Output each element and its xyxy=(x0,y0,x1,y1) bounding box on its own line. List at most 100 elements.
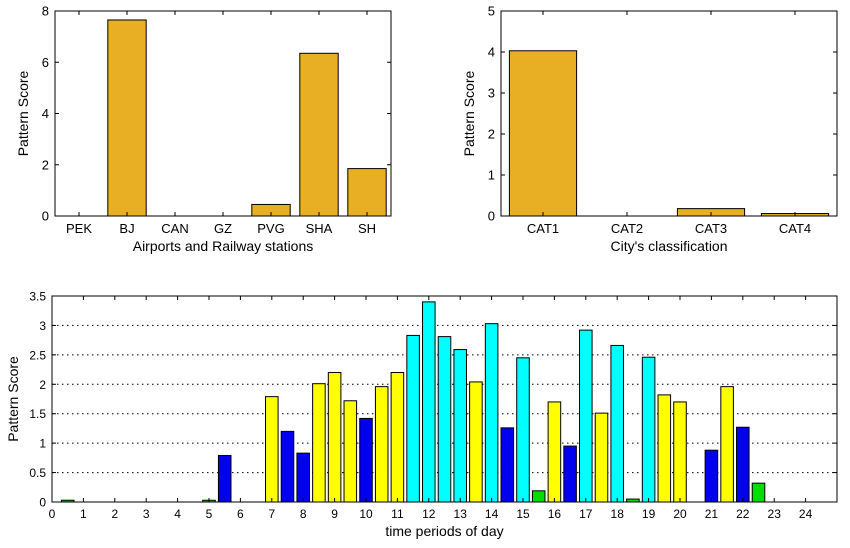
y-tick-label: 6 xyxy=(42,55,49,70)
y-tick-label: 2 xyxy=(39,378,46,392)
bar-cyan xyxy=(453,349,467,503)
y-tick-label: 1.5 xyxy=(29,407,46,421)
bar-yellow xyxy=(312,383,326,503)
bar-sha xyxy=(299,52,339,217)
y-tick-label: 4 xyxy=(42,106,49,121)
bar-yellow xyxy=(265,396,279,503)
x-tick-label: 10 xyxy=(359,507,373,521)
x-tick-label: SHA xyxy=(306,221,333,236)
x-tick-label: 13 xyxy=(454,507,468,521)
y-axis-label: Pattern Score xyxy=(5,356,21,442)
y-tick-label: 2 xyxy=(42,157,49,172)
y-tick-label: 0 xyxy=(42,209,49,224)
x-tick-label: CAT3 xyxy=(695,221,727,236)
y-tick-label: 3 xyxy=(39,319,46,333)
bar-green xyxy=(531,490,546,503)
x-tick-label: 8 xyxy=(300,507,307,521)
x-tick-label: 3 xyxy=(143,507,150,521)
y-tick-label: 3 xyxy=(488,86,495,101)
x-tick-label: GZ xyxy=(214,221,232,236)
x-tick-label: 20 xyxy=(673,507,687,521)
x-axis-label: City's classification xyxy=(610,238,727,254)
bar-blue xyxy=(736,426,750,503)
bar-green xyxy=(751,482,766,503)
bar-cyan xyxy=(422,301,436,503)
bar-cyan xyxy=(610,344,624,503)
x-tick-label: SH xyxy=(358,221,376,236)
bar-blue xyxy=(563,445,577,503)
x-tick-label: 7 xyxy=(268,507,275,521)
x-tick-label: CAT2 xyxy=(611,221,643,236)
bar-blue xyxy=(217,455,232,503)
y-tick-label: 1 xyxy=(39,437,46,451)
x-tick-label: 24 xyxy=(799,507,813,521)
x-tick-label: PVG xyxy=(257,221,284,236)
x-tick-label: 19 xyxy=(642,507,656,521)
y-tick-label: 2 xyxy=(488,127,495,142)
bar-yellow xyxy=(657,394,672,503)
y-tick-label: 0 xyxy=(39,496,46,510)
axes-frame xyxy=(500,10,838,217)
x-tick-label: 18 xyxy=(611,507,625,521)
bar-bj xyxy=(107,19,147,217)
bar-blue xyxy=(280,430,295,503)
x-tick-label: BJ xyxy=(119,221,134,236)
x-axis-label: Airports and Railway stations xyxy=(133,238,314,254)
bar-cyan xyxy=(641,356,656,503)
bar-yellow xyxy=(673,401,687,503)
axes-frame xyxy=(54,10,392,217)
bar-cyan xyxy=(406,334,420,503)
x-tick-label: 9 xyxy=(331,507,338,521)
axes-frame xyxy=(51,295,838,503)
x-tick-label: 1 xyxy=(80,507,87,521)
x-tick-label: 5 xyxy=(206,507,213,521)
bar-cyan xyxy=(437,336,452,503)
x-tick-label: PEK xyxy=(66,221,92,236)
bar-cat1 xyxy=(508,50,578,217)
bar-cyan xyxy=(579,329,593,503)
bar-yellow xyxy=(327,372,342,503)
bar-cyan xyxy=(516,357,530,503)
x-tick-label: 22 xyxy=(736,507,750,521)
y-tick-label: 8 xyxy=(42,4,49,19)
bar-yellow xyxy=(720,386,734,503)
bar-blue xyxy=(500,427,515,503)
x-tick-label: 0 xyxy=(49,507,56,521)
y-tick-label: 1 xyxy=(488,168,495,183)
x-tick-label: 21 xyxy=(705,507,719,521)
y-axis-label: Pattern Score xyxy=(15,70,31,156)
y-tick-label: 0 xyxy=(488,209,495,224)
y-tick-label: 2.5 xyxy=(29,348,46,362)
x-tick-label: 12 xyxy=(422,507,436,521)
y-tick-label: 0.5 xyxy=(29,466,46,480)
bar-cyan xyxy=(484,323,499,503)
bar-yellow xyxy=(374,386,389,503)
bar-blue xyxy=(296,452,310,503)
x-tick-label: CAT4 xyxy=(779,221,811,236)
bar-blue xyxy=(359,417,373,503)
x-tick-label: 23 xyxy=(768,507,782,521)
x-tick-label: CAT1 xyxy=(527,221,559,236)
bar-yellow xyxy=(343,400,358,503)
y-axis-label: Pattern Score xyxy=(461,70,477,156)
x-tick-label: 15 xyxy=(516,507,530,521)
x-tick-label: CAN xyxy=(161,221,188,236)
bar-yellow xyxy=(594,412,609,503)
x-tick-label: 14 xyxy=(485,507,499,521)
y-tick-label: 4 xyxy=(488,45,495,60)
x-tick-label: 16 xyxy=(548,507,562,521)
bar-blue xyxy=(704,449,719,503)
x-axis-label: time periods of day xyxy=(385,523,503,539)
x-tick-label: 2 xyxy=(111,507,118,521)
bar-yellow xyxy=(390,372,405,503)
x-tick-label: 17 xyxy=(579,507,593,521)
y-tick-label: 5 xyxy=(488,4,495,19)
y-tick-label: 3.5 xyxy=(29,290,46,304)
bar-yellow xyxy=(547,401,562,503)
bar-sh xyxy=(347,168,387,217)
x-tick-label: 6 xyxy=(237,507,244,521)
x-tick-label: 4 xyxy=(174,507,181,521)
x-tick-label: 11 xyxy=(391,507,404,521)
